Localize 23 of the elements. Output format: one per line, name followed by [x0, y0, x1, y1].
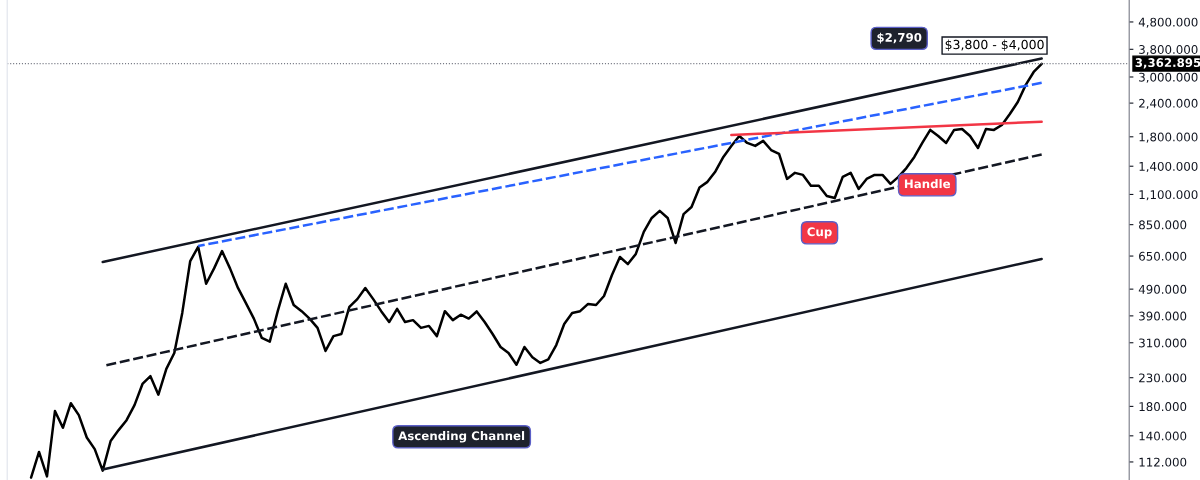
y-tick-label: 140.000 — [1139, 431, 1187, 441]
y-tick-label: 230.000 — [1139, 373, 1187, 383]
annotation: Handle — [904, 179, 951, 189]
y-tick-label: 390.000 — [1139, 311, 1187, 321]
y-tick-label: 650.000 — [1139, 251, 1187, 261]
y-tick-label: 490.000 — [1138, 284, 1187, 294]
y-tick-label: 850.000 — [1139, 220, 1187, 230]
y-tick-label: 3,800.000 — [1139, 45, 1198, 56]
annotation: Ascending Channel — [398, 431, 525, 443]
y-tick-label: 4,800.000 — [1138, 17, 1198, 28]
annotation: Cup — [807, 227, 832, 239]
annotation: $2,790 — [877, 32, 922, 44]
y-tick-label: 2,400.000 — [1139, 98, 1198, 109]
line-series — [29, 62, 1043, 479]
y-tick-label: 1,800.000 — [1139, 132, 1198, 143]
y-tick-label: 1,400.000 — [1139, 161, 1198, 173]
y-tick-label: 1,100.000 — [1139, 190, 1198, 201]
y-tick-label: 112.000 — [1139, 457, 1187, 467]
y-tick-label: 180.000 — [1139, 402, 1187, 412]
ref-line-label: 3,362.895 — [1135, 58, 1200, 69]
annotation: $3,800 - $4,000 — [945, 39, 1044, 51]
y-tick-label: 3,000.000 — [1139, 72, 1198, 83]
y-tick-label: 310.000 — [1139, 338, 1187, 348]
